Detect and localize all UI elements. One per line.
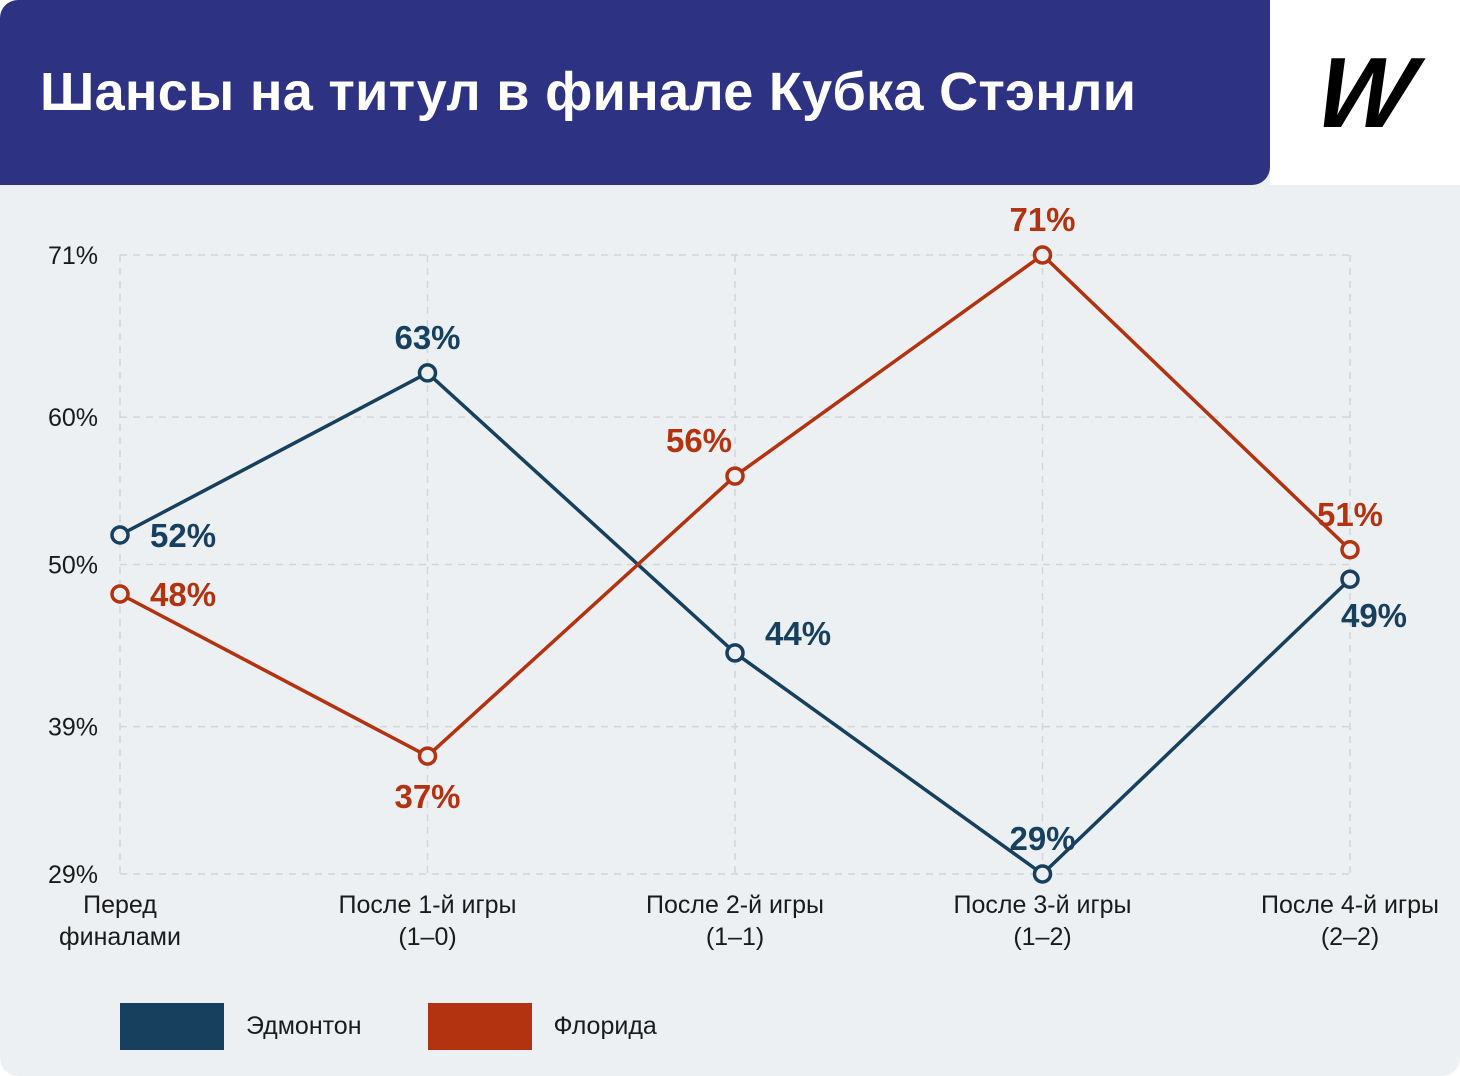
- legend-item: Флорида: [427, 1003, 657, 1050]
- page-title: Шансы на титул в финале Кубка Стэнли: [40, 61, 1137, 122]
- x-axis-label-line1: После 2-й игры: [646, 891, 824, 919]
- y-tick-label: 39%: [48, 714, 98, 742]
- data-point: [1340, 569, 1360, 589]
- line-chart: 71% 60% 50% 39% 29% Перед финалами После 1-й иг…: [0, 185, 1460, 995]
- logo-box: W: [1270, 0, 1460, 185]
- legend-swatch: [120, 1003, 224, 1050]
- data-label: 52%: [150, 517, 216, 554]
- legend: Эдмонтон Флорида: [120, 1003, 657, 1050]
- data-label: 51%: [1317, 496, 1383, 533]
- data-point: [725, 466, 745, 486]
- data-label: 37%: [394, 778, 460, 815]
- data-label: 44%: [765, 615, 831, 652]
- data-label: 48%: [150, 576, 216, 613]
- x-axis-label-line2: (1–2): [1013, 923, 1071, 951]
- data-point: [1340, 540, 1360, 560]
- y-tick-label: 60%: [48, 404, 98, 432]
- data-point: [110, 525, 130, 545]
- header-band: Шансы на титул в финале Кубка Стэнли: [0, 0, 1270, 185]
- data-point: [1032, 245, 1053, 265]
- x-axis-label-line1: После 1-й игры: [339, 891, 517, 919]
- data-point: [1032, 864, 1053, 884]
- data-label: 71%: [1009, 201, 1075, 238]
- x-axis-label-line2: (2–2): [1321, 923, 1379, 951]
- x-axis-label-line2: (1–1): [706, 923, 764, 951]
- data-point: [417, 363, 438, 383]
- y-tick-label: 71%: [48, 242, 98, 270]
- y-tick-label: 29%: [48, 861, 98, 889]
- data-label: 49%: [1341, 597, 1407, 634]
- legend-swatch: [427, 1003, 532, 1050]
- y-tick-label: 50%: [48, 552, 98, 580]
- x-axis-label-line2: финалами: [59, 923, 181, 951]
- x-axis-label-line2: (1–0): [398, 923, 456, 951]
- legend-item: Эдмонтон: [120, 1003, 362, 1050]
- header: Шансы на титул в финале Кубка Стэнли W: [0, 0, 1460, 185]
- data-label: 56%: [666, 422, 732, 459]
- x-axis-label-line1: После 3-й игры: [954, 891, 1132, 919]
- legend-label: Флорида: [553, 1012, 657, 1040]
- legend-label: Эдмонтон: [246, 1012, 362, 1040]
- brand-logo-icon: W: [1307, 36, 1423, 149]
- x-axis-label-line1: После 4-й игры: [1261, 891, 1439, 919]
- data-label: 63%: [394, 319, 460, 356]
- x-axis-label-line1: Перед: [83, 891, 157, 919]
- data-label: 29%: [1009, 820, 1075, 857]
- data-point: [417, 746, 438, 766]
- data-point: [725, 643, 745, 663]
- data-point: [110, 584, 130, 604]
